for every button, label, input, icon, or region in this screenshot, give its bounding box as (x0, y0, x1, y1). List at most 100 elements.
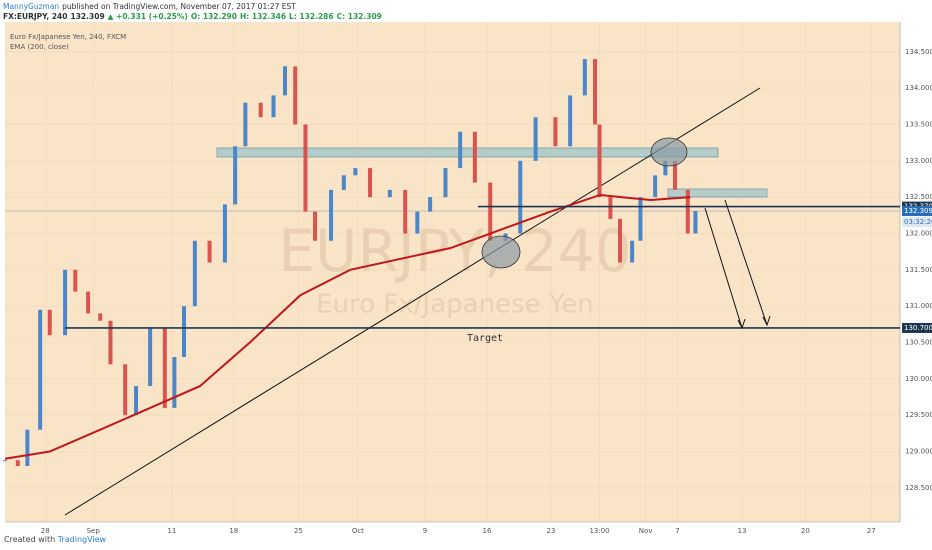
x-tick-label: 20 (801, 527, 810, 535)
candle (98, 313, 103, 321)
candle (123, 364, 128, 416)
zone (216, 147, 719, 158)
candle (582, 59, 587, 96)
x-tick-label: 23 (546, 527, 555, 535)
candle (353, 168, 358, 176)
author[interactable]: MannyGuzman (3, 2, 60, 11)
candle (233, 146, 238, 205)
legend-main: Euro Fx/Japanese Yen, 240, FXCM (10, 33, 126, 41)
y-tick-label: 132.500 (905, 193, 932, 201)
candle (15, 460, 20, 467)
y-tick-label: 130.500 (905, 338, 932, 346)
price-tag (902, 206, 932, 217)
y-tick-label: 133.500 (905, 120, 932, 128)
y-tick-label: 129.000 (905, 448, 932, 456)
candle (663, 160, 668, 176)
candle (488, 182, 493, 241)
highlight (650, 137, 688, 167)
candle (553, 117, 558, 147)
candle (387, 189, 392, 198)
price-tag-label: 130.700 (904, 324, 932, 332)
change: ▲ +0.331 (+0.25%) (107, 12, 188, 21)
candle (207, 240, 212, 263)
zone (667, 188, 768, 198)
footer: Created with TradingView (4, 535, 106, 544)
candle (672, 160, 677, 190)
open: O: 132.290 (190, 12, 237, 21)
x-tick-label: 27 (867, 527, 876, 535)
published: published on TradingView.com, November 0… (62, 2, 296, 11)
candle (162, 327, 167, 408)
watermark-subtitle: Euro Fx/Japanese Yen (316, 290, 594, 320)
candle (415, 211, 420, 234)
x-tick-label: Oct (352, 527, 364, 535)
price-tag (902, 322, 932, 333)
x-tick-label: 13:00 (589, 527, 609, 535)
candle (182, 306, 186, 358)
y-tick-label: 128.500 (905, 484, 932, 492)
header-line-1: MannyGuzman published on TradingView.com,… (3, 2, 299, 11)
arrow-head (762, 315, 771, 327)
candle (341, 175, 346, 190)
candle (685, 189, 690, 234)
candle (243, 102, 248, 147)
last-price-label: 132.309 (904, 207, 932, 215)
candle (303, 124, 308, 212)
candle (38, 309, 43, 430)
candle (568, 95, 573, 147)
highlight (481, 235, 521, 269)
high: H: 132.346 (239, 12, 287, 21)
candle (73, 269, 78, 292)
candle (428, 197, 433, 212)
candle (329, 189, 334, 241)
candle (192, 240, 197, 307)
trendline (64, 87, 761, 516)
y-tick-label: 129.500 (905, 411, 932, 419)
header-line-2: FX:EURJPY, 240 132.309 ▲ +0.331 (+0.25%) O:… (3, 12, 385, 21)
candle (533, 117, 538, 161)
y-tick-label: 133.000 (905, 157, 932, 165)
x-tick-label: 11 (167, 527, 176, 535)
candle (86, 291, 91, 314)
candle (108, 320, 113, 365)
y-tick-label: 134.500 (905, 48, 932, 56)
x-tick-label: Sep (87, 527, 101, 535)
candle (3, 460, 7, 462)
candle (134, 386, 139, 416)
y-tick-label: 131.500 (905, 266, 932, 274)
candle (403, 189, 408, 234)
candle (172, 357, 177, 408)
candle (368, 168, 373, 198)
candle (653, 175, 658, 198)
x-tick-label: 28 (41, 527, 50, 535)
candle (518, 160, 523, 234)
arrow-head (737, 318, 746, 330)
countdown: 03:32:26 (904, 218, 932, 226)
x-tick-label: 18 (229, 527, 238, 535)
candle (283, 66, 288, 96)
candle (47, 309, 52, 336)
candle (293, 66, 298, 125)
x-tick-label: Nov (639, 527, 653, 535)
candle (271, 95, 276, 118)
y-tick-label: 132.000 (905, 229, 932, 237)
countdown-tag (902, 217, 932, 228)
x-tick-label: 16 (483, 527, 492, 535)
candle (630, 240, 635, 263)
candle (25, 429, 30, 467)
y-tick-label: 134.000 (905, 84, 932, 92)
low: L: 132.286 (289, 12, 334, 21)
candle (148, 327, 153, 387)
candle (258, 102, 263, 118)
x-tick-label: 25 (294, 527, 303, 535)
candle (693, 210, 698, 234)
footer-brand[interactable]: TradingView (57, 535, 107, 544)
legend-ema: EMA (200, close) (10, 43, 69, 51)
x-tick-label: 13 (738, 527, 747, 535)
candle (313, 211, 318, 241)
plot-area (5, 22, 900, 522)
candle (443, 168, 448, 198)
candle (617, 218, 622, 263)
